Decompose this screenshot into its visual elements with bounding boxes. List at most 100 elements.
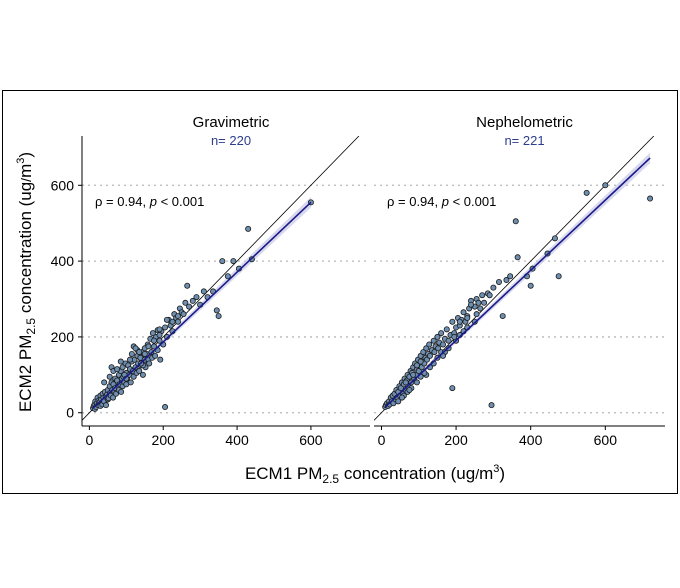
y-tick-label: 600 xyxy=(51,177,75,193)
data-point xyxy=(451,333,458,340)
data-point xyxy=(174,313,181,320)
data-point xyxy=(156,326,163,333)
data-point xyxy=(215,313,222,320)
x-tick-label: 600 xyxy=(299,432,323,448)
x-tick-label: 200 xyxy=(152,432,176,448)
data-point xyxy=(146,360,153,367)
data-point xyxy=(163,316,170,323)
data-point xyxy=(162,404,169,411)
data-point xyxy=(101,379,108,386)
panel-2: Nephelometric n= 221 ρ = 0.94, p < 0.001 0 2… xyxy=(374,114,665,448)
data-point xyxy=(413,362,420,369)
data-point xyxy=(398,394,405,401)
y-tick-label: 200 xyxy=(51,329,75,345)
data-point xyxy=(495,278,502,285)
x-tick-label: 400 xyxy=(225,432,249,448)
data-point xyxy=(219,258,226,265)
data-point xyxy=(443,326,450,333)
data-point xyxy=(224,273,231,280)
data-point xyxy=(512,218,519,225)
x-tick-label: 0 xyxy=(85,432,93,448)
data-point xyxy=(426,341,433,348)
data-point xyxy=(402,379,409,386)
data-point xyxy=(186,303,193,310)
data-point xyxy=(410,371,417,378)
data-point xyxy=(467,301,474,308)
data-point xyxy=(430,337,437,344)
data-point xyxy=(488,402,495,409)
panel-title: Gravimetric xyxy=(193,114,270,131)
data-point xyxy=(152,352,159,359)
sample-size-label: n= 221 xyxy=(504,133,544,148)
data-point xyxy=(145,343,152,350)
x-tick-label: 600 xyxy=(594,432,618,448)
data-point xyxy=(514,254,521,261)
data-point xyxy=(132,345,139,352)
data-point xyxy=(551,235,558,242)
data-point xyxy=(527,282,534,289)
data-point xyxy=(475,299,482,306)
data-point xyxy=(189,297,196,304)
panel-title: Nephelometric xyxy=(476,114,573,131)
data-point xyxy=(114,366,121,373)
data-point xyxy=(413,379,420,386)
data-point xyxy=(139,371,146,378)
data-point xyxy=(117,358,124,365)
data-point xyxy=(136,349,143,356)
regression-line xyxy=(92,201,312,409)
data-point xyxy=(156,332,163,339)
data-point xyxy=(435,345,442,352)
sample-size-label: n= 220 xyxy=(211,133,251,148)
data-point xyxy=(499,313,506,320)
data-point xyxy=(184,282,191,289)
data-point xyxy=(426,352,433,359)
data-point xyxy=(395,398,402,405)
data-point xyxy=(464,314,471,321)
data-point xyxy=(193,294,200,301)
data-point xyxy=(423,356,430,363)
data-point xyxy=(438,330,445,337)
data-point xyxy=(445,337,452,344)
x-axis-label: ECM1 PM2.5 concentration (ug/m3) xyxy=(245,463,505,486)
data-point xyxy=(434,333,441,340)
data-point xyxy=(180,311,187,318)
data-point xyxy=(174,318,181,325)
data-point xyxy=(481,299,488,306)
data-point xyxy=(417,358,424,365)
data-point xyxy=(460,309,467,316)
data-point xyxy=(106,373,113,380)
data-point xyxy=(440,341,447,348)
x-tick-label: 0 xyxy=(378,432,386,448)
data-point xyxy=(169,318,176,325)
data-point xyxy=(415,368,422,375)
data-point xyxy=(118,388,125,395)
correlation-annotation: ρ = 0.94, p < 0.001 xyxy=(95,194,204,209)
x-tick-label: 200 xyxy=(444,432,468,448)
data-point xyxy=(449,385,456,392)
data-point xyxy=(456,318,463,325)
correlation-annotation: ρ = 0.94, p < 0.001 xyxy=(387,194,496,209)
data-point xyxy=(507,273,514,280)
y-tick-label: 400 xyxy=(51,253,75,269)
data-point xyxy=(127,356,134,363)
regression-line xyxy=(384,157,651,408)
data-point xyxy=(162,324,169,331)
y-tick-label: 0 xyxy=(66,405,74,421)
data-point xyxy=(136,368,143,375)
data-point xyxy=(128,350,135,357)
data-point xyxy=(245,225,252,232)
figure-frame xyxy=(2,90,678,494)
data-point xyxy=(555,273,562,280)
x-tick-label: 400 xyxy=(519,432,543,448)
data-point xyxy=(127,379,134,386)
data-point xyxy=(602,182,609,189)
data-point xyxy=(406,386,413,393)
y-axis-label: ECM2 PM2.5 concentration (ug/m3) xyxy=(15,152,38,412)
data-point xyxy=(503,277,510,284)
data-point xyxy=(213,307,220,314)
data-point xyxy=(583,189,590,196)
data-point xyxy=(647,195,654,202)
data-point xyxy=(479,292,486,299)
data-point xyxy=(157,356,164,363)
